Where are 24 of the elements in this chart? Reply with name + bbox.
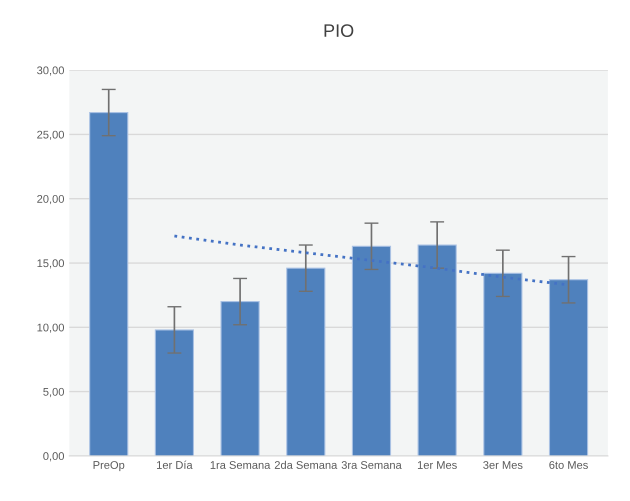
x-tick-label: 1ra Semana: [210, 461, 270, 469]
x-tick-label: 6to Mes: [549, 461, 588, 469]
x-tick-label: 3ra Semana: [342, 461, 402, 469]
bar: [286, 268, 326, 456]
y-tick-label: 5,00: [43, 388, 64, 398]
bar: [418, 244, 457, 456]
y-tick-label: 30,00: [37, 66, 64, 76]
x-tick-label: 1er Mes: [418, 461, 457, 469]
bar: [352, 246, 392, 456]
y-tick-label: 25,00: [37, 130, 64, 140]
y-tick-label: 15,00: [37, 259, 64, 268]
y-tick-label: 0,00: [43, 452, 64, 462]
x-tick-label: 1er Día: [157, 460, 193, 469]
x-tick-label: PreOp: [94, 461, 124, 472]
x-tick-label: 2da Semana: [274, 460, 338, 469]
y-tick-label: 20,00: [37, 194, 64, 204]
bar: [483, 272, 522, 456]
y-tick-label: 10,00: [37, 324, 64, 333]
bar: [154, 329, 194, 456]
chart-title: PIO: [324, 24, 354, 37]
bar: [89, 112, 128, 456]
bar: [548, 279, 588, 456]
bar: [220, 301, 260, 456]
x-tick-label: 3er Mes: [483, 461, 523, 469]
